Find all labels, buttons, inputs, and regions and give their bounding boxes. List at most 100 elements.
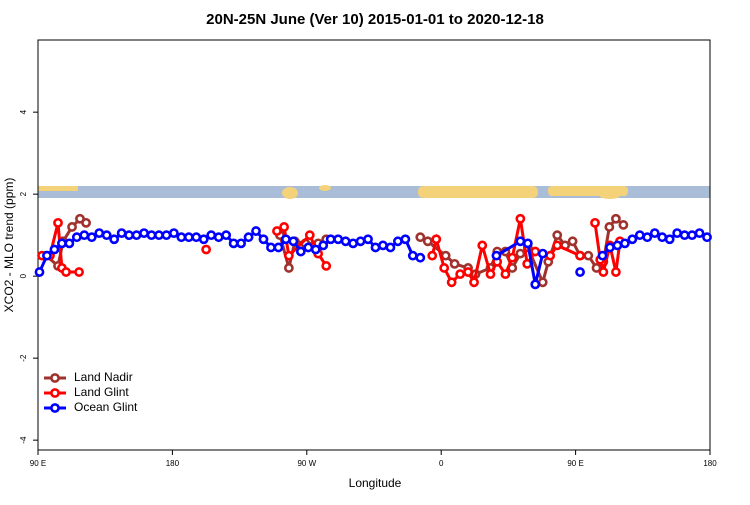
data-point	[627, 234, 638, 245]
data-point	[363, 234, 373, 245]
data-point	[303, 242, 314, 253]
data-point	[251, 226, 261, 236]
data-point	[279, 222, 290, 232]
data-point	[273, 242, 284, 253]
data-point	[201, 244, 212, 255]
data-point	[154, 230, 164, 241]
data-point	[522, 238, 533, 249]
data-point	[213, 232, 224, 243]
data-point	[591, 263, 602, 273]
y-axis-label: XCO2 - MLO trend (ppm)	[2, 178, 16, 313]
data-point	[440, 250, 451, 261]
data-point	[545, 250, 556, 261]
data-point	[183, 232, 194, 243]
data-point	[415, 252, 426, 263]
data-point	[385, 242, 396, 253]
data-point	[657, 232, 668, 243]
data-point	[537, 248, 548, 259]
data-point	[42, 250, 52, 261]
data-point	[49, 244, 60, 255]
data-point	[694, 228, 705, 239]
legend-marker	[50, 403, 60, 413]
data-point	[198, 234, 209, 245]
y-tick-label: 0	[19, 273, 28, 278]
data-point	[333, 234, 344, 245]
x-tick-label: 90 E	[567, 459, 583, 468]
data-point	[86, 232, 97, 243]
data-point	[61, 267, 71, 277]
data-point	[288, 236, 299, 247]
data-point	[463, 267, 473, 277]
legend-marker	[50, 388, 60, 398]
data-point	[415, 232, 426, 243]
data-point	[221, 230, 232, 241]
data-point	[272, 226, 282, 236]
data-point	[280, 234, 291, 245]
data-point	[439, 263, 450, 273]
data-point	[422, 236, 433, 247]
y-tick-label: -2	[19, 354, 28, 362]
data-point	[74, 267, 84, 277]
data-point	[176, 232, 187, 243]
data-point	[56, 238, 67, 249]
y-tick-label: 4	[19, 109, 28, 114]
data-point	[500, 269, 511, 280]
data-point	[431, 234, 442, 245]
data-point	[206, 230, 217, 241]
data-point	[583, 250, 594, 261]
data-point	[449, 258, 460, 269]
data-point	[477, 240, 488, 251]
data-point	[679, 230, 690, 241]
data-point	[427, 250, 438, 261]
data-point	[597, 250, 608, 261]
data-point	[392, 236, 403, 247]
data-point	[605, 242, 615, 253]
data-point	[400, 234, 411, 245]
data-point	[619, 238, 630, 249]
data-point	[295, 246, 306, 257]
data-point	[146, 230, 157, 241]
data-point	[455, 269, 466, 280]
y-tick-label: 2	[19, 191, 28, 196]
x-tick-label: 90 W	[297, 459, 316, 468]
data-point	[340, 236, 351, 247]
map-land	[418, 186, 538, 198]
data-point	[318, 240, 329, 251]
data-point	[618, 220, 629, 230]
data-point	[236, 238, 246, 249]
data-point	[283, 250, 294, 261]
map-land	[282, 187, 298, 199]
x-tick-label: 0	[439, 459, 444, 468]
data-point	[310, 244, 321, 255]
map-land	[600, 193, 620, 199]
data-point	[611, 267, 621, 277]
data-point	[53, 217, 63, 228]
map-ocean	[38, 186, 710, 198]
legend-label: Ocean Glint	[74, 400, 138, 414]
data-point	[604, 222, 615, 232]
data-point	[642, 232, 653, 243]
data-point	[109, 234, 120, 245]
data-point	[81, 217, 91, 228]
data-point	[94, 228, 105, 239]
data-point	[664, 234, 675, 245]
data-point	[598, 267, 609, 277]
data-point	[552, 230, 563, 241]
data-point	[370, 242, 381, 253]
data-point	[101, 230, 112, 241]
data-point	[446, 277, 457, 288]
map-land	[38, 186, 78, 191]
data-point	[612, 240, 623, 251]
data-point	[567, 236, 578, 247]
data-point	[575, 250, 585, 261]
data-point	[672, 228, 683, 239]
data-point	[266, 242, 276, 253]
data-point	[243, 232, 254, 243]
data-point	[67, 222, 77, 232]
data-point	[378, 240, 388, 251]
chart-title: 20N-25N June (Ver 10) 2015-01-01 to 2020…	[206, 11, 544, 28]
data-point	[116, 228, 127, 239]
data-point	[407, 250, 418, 261]
data-point	[64, 238, 75, 249]
data-point	[515, 248, 526, 259]
